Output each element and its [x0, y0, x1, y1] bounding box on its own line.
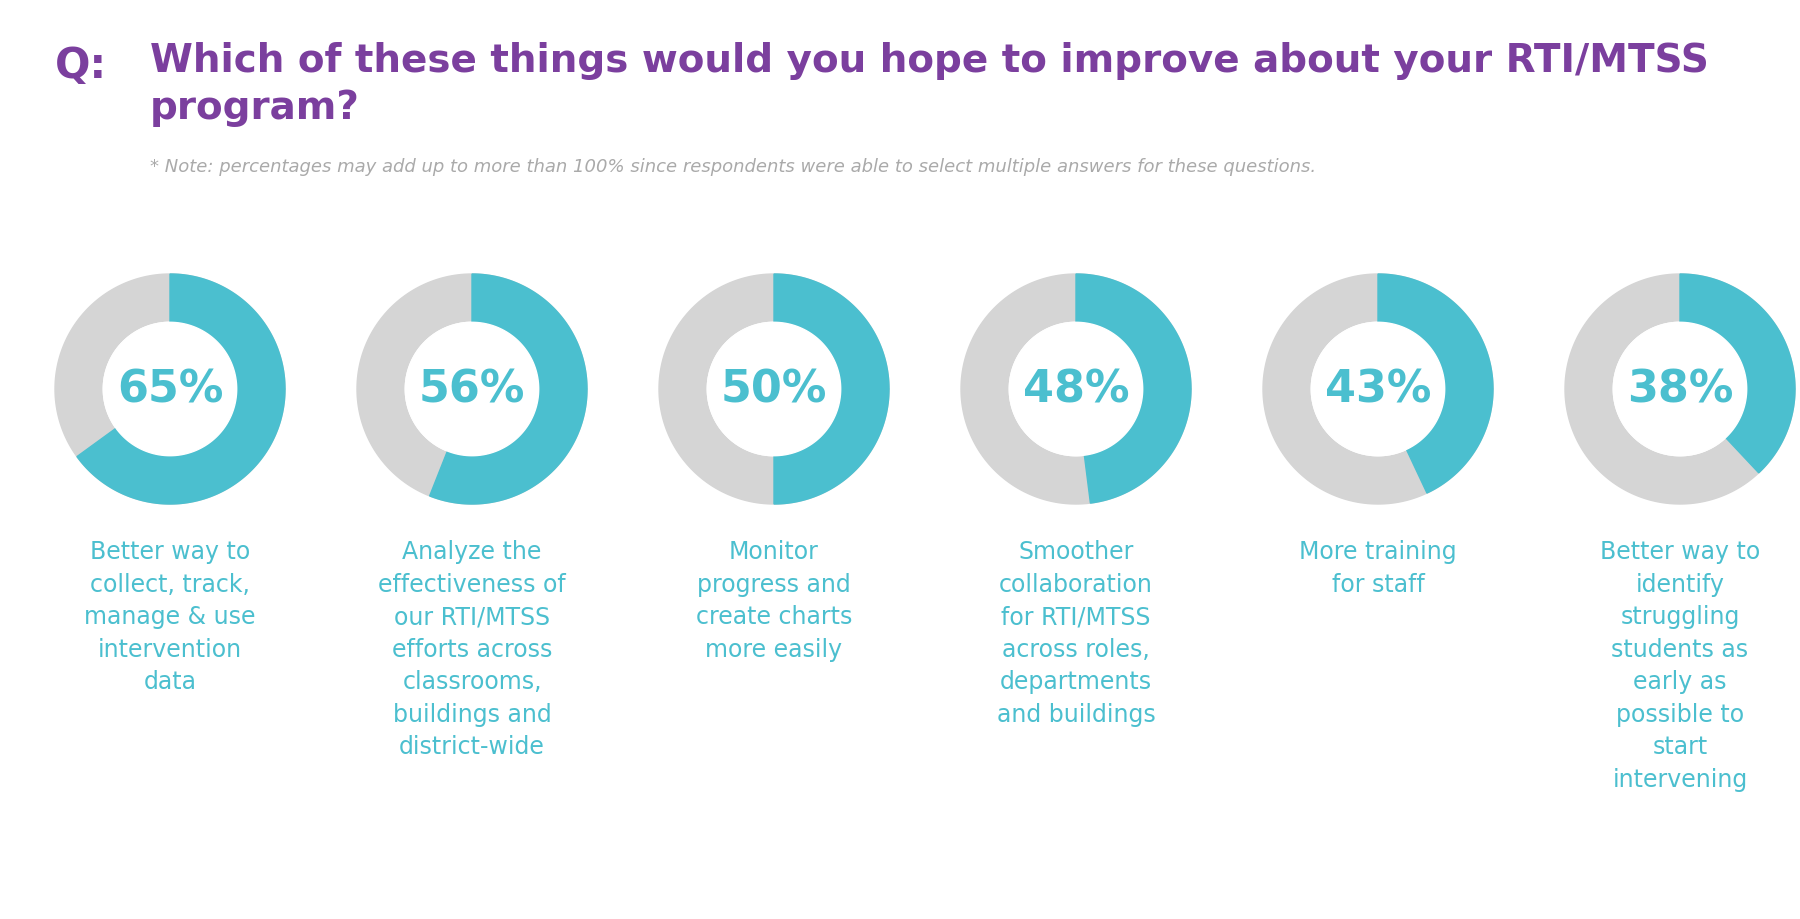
- Text: Better way to
identify
struggling
students as
early as
possible to
start
interve: Better way to identify struggling studen…: [1600, 539, 1760, 791]
- Polygon shape: [405, 323, 538, 456]
- Polygon shape: [1613, 323, 1746, 456]
- Polygon shape: [659, 275, 889, 505]
- Text: Which of these things would you hope to improve about your RTI/MTSS
program?: Which of these things would you hope to …: [149, 42, 1708, 127]
- Polygon shape: [1010, 323, 1143, 456]
- Text: Smoother
collaboration
for RTI/MTSS
across roles,
departments
and buildings: Smoother collaboration for RTI/MTSS acro…: [997, 539, 1156, 726]
- Polygon shape: [1379, 275, 1492, 494]
- Polygon shape: [56, 275, 284, 505]
- Text: 48%: 48%: [1022, 369, 1129, 411]
- Polygon shape: [77, 275, 284, 505]
- Polygon shape: [1010, 323, 1143, 456]
- Polygon shape: [1679, 275, 1795, 473]
- Text: 65%: 65%: [117, 369, 223, 411]
- Text: * Note: percentages may add up to more than 100% since respondents were able to : * Note: percentages may add up to more t…: [149, 158, 1316, 176]
- Polygon shape: [1312, 323, 1445, 456]
- Polygon shape: [707, 323, 841, 456]
- Text: 50%: 50%: [720, 369, 828, 411]
- Polygon shape: [1076, 275, 1192, 504]
- Text: 38%: 38%: [1627, 369, 1733, 411]
- Text: Monitor
progress and
create charts
more easily: Monitor progress and create charts more …: [697, 539, 851, 661]
- Text: Q:: Q:: [56, 45, 108, 87]
- Text: Analyze the
effectiveness of
our RTI/MTSS
efforts across
classrooms,
buildings a: Analyze the effectiveness of our RTI/MTS…: [378, 539, 565, 758]
- Polygon shape: [430, 275, 587, 505]
- Polygon shape: [103, 323, 238, 456]
- Polygon shape: [1613, 323, 1746, 456]
- Polygon shape: [1264, 275, 1492, 505]
- Text: Better way to
collect, track,
manage & use
intervention
data: Better way to collect, track, manage & u…: [85, 539, 256, 694]
- Polygon shape: [1564, 275, 1795, 505]
- Text: More training
for staff: More training for staff: [1300, 539, 1456, 596]
- Text: 43%: 43%: [1325, 369, 1431, 411]
- Polygon shape: [707, 323, 841, 456]
- Text: 56%: 56%: [419, 369, 526, 411]
- Polygon shape: [103, 323, 238, 456]
- Polygon shape: [961, 275, 1192, 505]
- Polygon shape: [774, 275, 889, 505]
- Polygon shape: [405, 323, 538, 456]
- Polygon shape: [356, 275, 587, 505]
- Polygon shape: [1312, 323, 1445, 456]
